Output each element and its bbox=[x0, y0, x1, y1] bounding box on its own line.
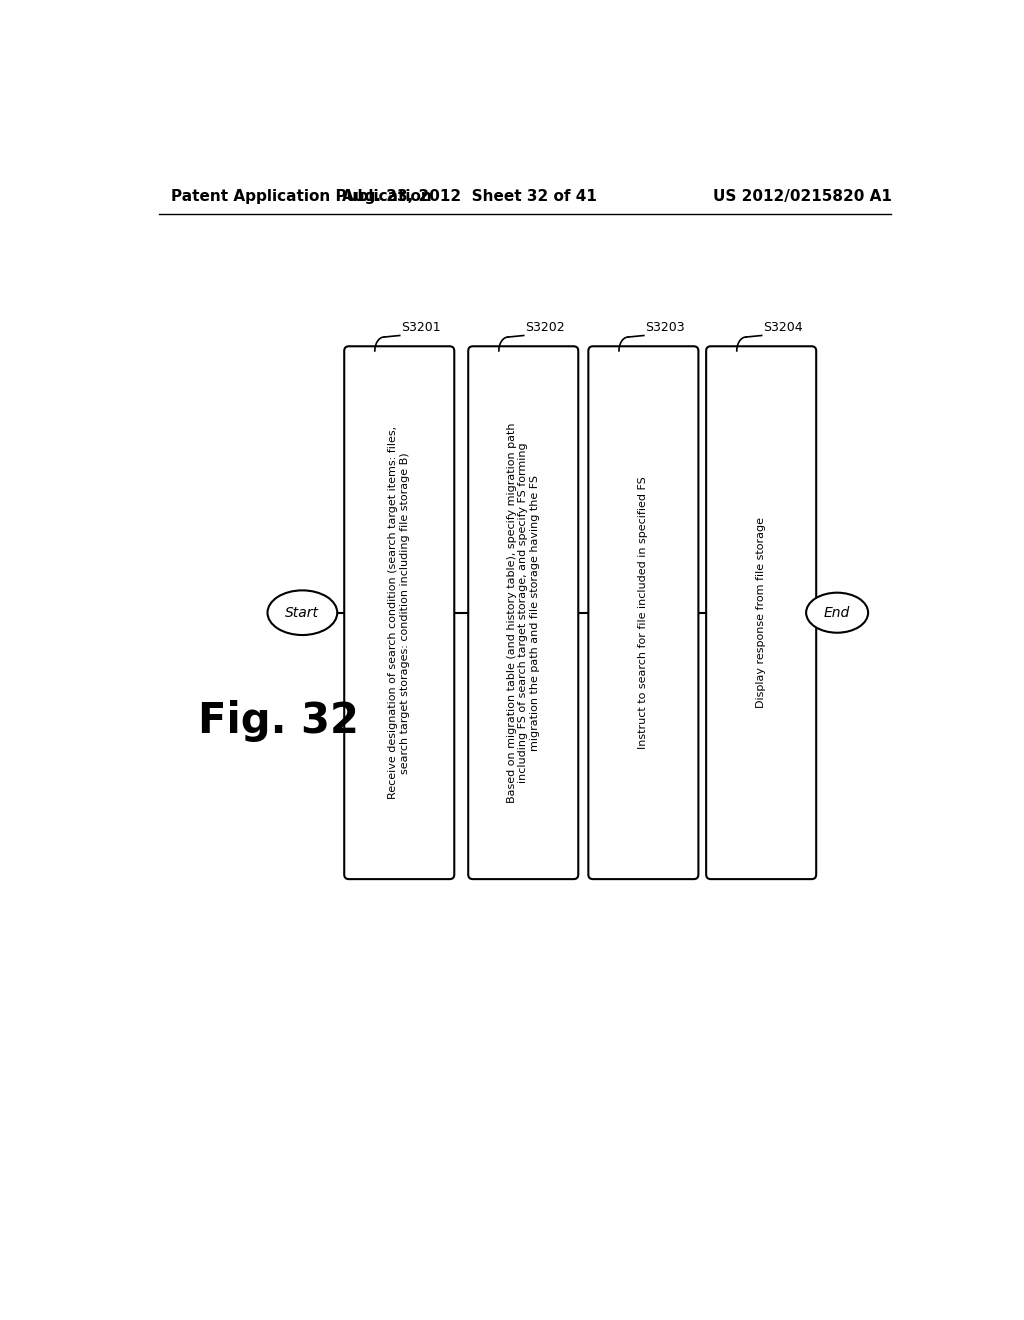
FancyBboxPatch shape bbox=[589, 346, 698, 879]
Text: Receive designation of search condition (search target items: files,
search targ: Receive designation of search condition … bbox=[388, 426, 410, 800]
Text: Patent Application Publication: Patent Application Publication bbox=[171, 189, 431, 205]
Text: Based on migration table (and history table), specify migration path
including F: Based on migration table (and history ta… bbox=[507, 422, 540, 803]
Text: S3203: S3203 bbox=[645, 321, 685, 334]
Text: S3202: S3202 bbox=[525, 321, 565, 334]
Text: Instruct to search for file included in specified FS: Instruct to search for file included in … bbox=[638, 477, 648, 748]
Text: S3201: S3201 bbox=[401, 321, 441, 334]
Text: S3204: S3204 bbox=[763, 321, 803, 334]
Ellipse shape bbox=[267, 590, 337, 635]
Text: US 2012/0215820 A1: US 2012/0215820 A1 bbox=[713, 189, 892, 205]
Text: Display response from file storage: Display response from file storage bbox=[756, 517, 766, 709]
Ellipse shape bbox=[806, 593, 868, 632]
Text: Aug. 23, 2012  Sheet 32 of 41: Aug. 23, 2012 Sheet 32 of 41 bbox=[342, 189, 596, 205]
Text: Start: Start bbox=[286, 606, 319, 619]
FancyBboxPatch shape bbox=[344, 346, 455, 879]
FancyBboxPatch shape bbox=[707, 346, 816, 879]
Text: End: End bbox=[824, 606, 850, 619]
FancyBboxPatch shape bbox=[468, 346, 579, 879]
Text: Fig. 32: Fig. 32 bbox=[198, 700, 358, 742]
